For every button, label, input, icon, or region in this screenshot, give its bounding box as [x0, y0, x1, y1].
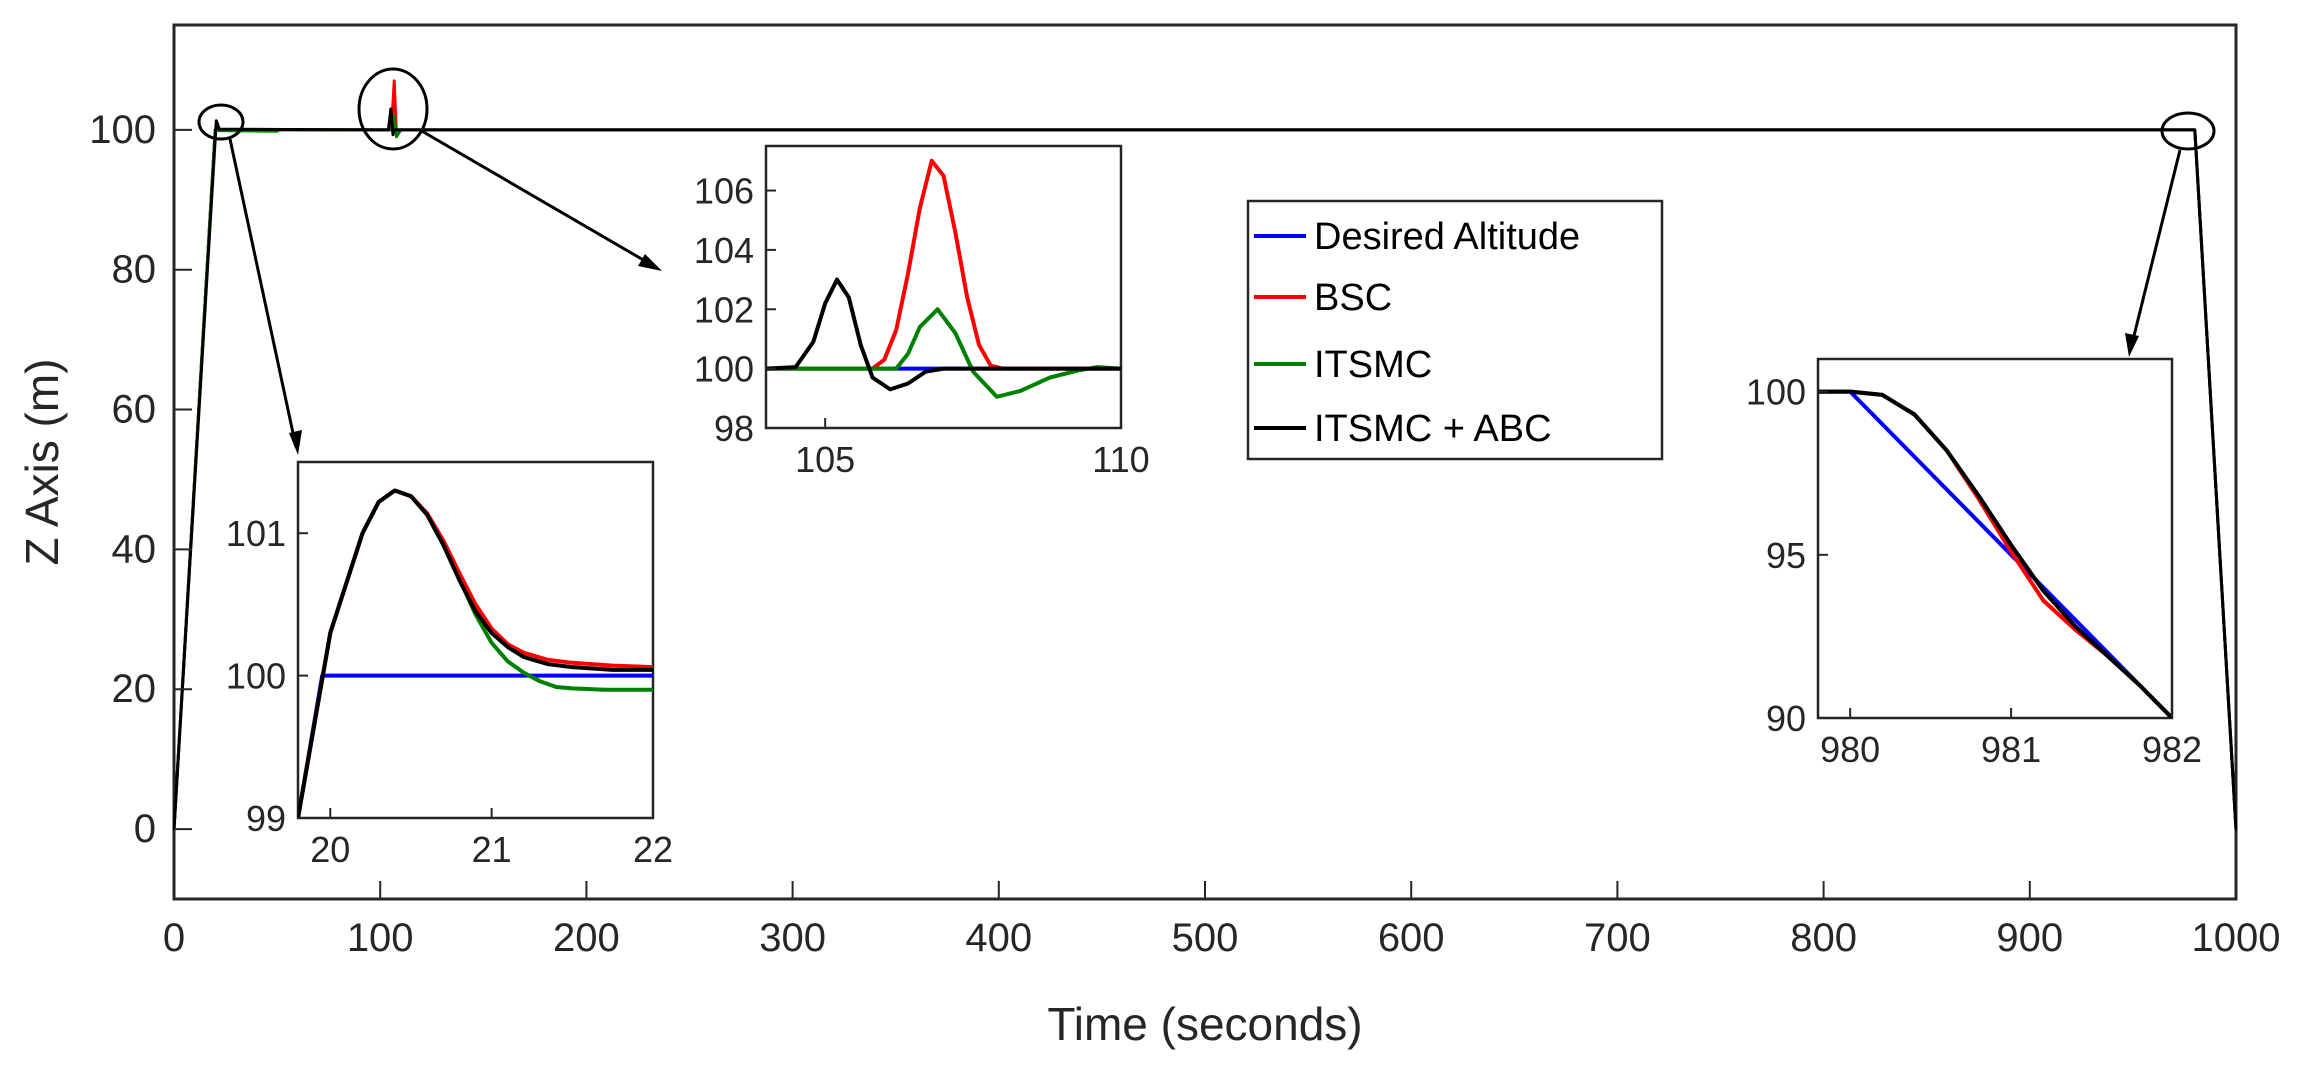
main-xtick-label: 500 [1172, 916, 1239, 960]
legend-label-itsmc-abc: ITSMC + ABC [1314, 408, 1552, 450]
inset-zoom-980-982-ytick-label: 100 [1746, 372, 1806, 413]
main-ytick-label: 100 [89, 108, 156, 152]
inset-zoom-980-982-xtick-label: 982 [2142, 729, 2202, 770]
inset-zoom-104-110-series-itsmc-abc [766, 277, 1121, 392]
main-xtick-label: 600 [1378, 916, 1445, 960]
inset-zoom-20-22-ytick-label: 101 [226, 513, 286, 554]
inset-zoom-104-110-ytick-label: 98 [714, 408, 754, 449]
inset-left-frame [296, 460, 655, 820]
inset-zoom-980-982-ytick-label: 95 [1766, 535, 1806, 576]
inset-zoom-20-22-ytick-label: 100 [226, 656, 286, 697]
inset-right: 980 981 982 90 95 100 [1746, 357, 2202, 770]
inset-middle: 105 110 98 100 102 104 106 [694, 144, 1150, 480]
inset-zoom-104-110-series [766, 158, 1121, 399]
inset-zoom-104-110-ytick-label: 102 [694, 289, 754, 330]
legend: Desired Altitude BSC ITSMC ITSMC + ABC [1246, 199, 1664, 461]
zoom-arrow-right [2129, 149, 2182, 349]
legend-entry-bsc: BSC [1254, 277, 1392, 319]
inset-right-content: 980 981 982 90 95 100 [1746, 372, 2202, 770]
inset-zoom-104-110-xtick-label: 105 [795, 439, 855, 480]
inset-zoom-104-110-ytick-label: 104 [694, 230, 754, 271]
zoom-ellipse-left [197, 103, 245, 141]
inset-zoom-980-982-xtick-label: 981 [1981, 729, 2041, 770]
zoom-arrowhead-right [2125, 333, 2139, 357]
zoom-arrow-middle [419, 128, 653, 267]
main-ticks-group: 0 100 200 300 400 500 600 700 800 900 1000 0 20 40 60 8… [89, 108, 2280, 960]
inset-left-content: 20 21 22 99 100 101 [226, 488, 673, 870]
inset-zoom-980-982-ytick-label: 90 [1766, 698, 1806, 739]
legend-entry-itsmc: ITSMC [1254, 344, 1432, 386]
main-xtick-label: 300 [759, 916, 826, 960]
inset-zoom-104-110-ytick-label: 106 [694, 171, 754, 212]
legend-box [1246, 199, 1664, 461]
inset-zoom-20-22-ytick-label: 99 [246, 798, 286, 839]
legend-label-desired: Desired Altitude [1314, 216, 1580, 258]
y-axis-label: Z Axis (m) [16, 359, 68, 566]
inset-middle-content: 105 110 98 100 102 104 106 [694, 158, 1150, 480]
zoom-arrowhead-left [289, 430, 302, 455]
zoom-ellipse-middle [357, 67, 429, 151]
legend-entry-desired: Desired Altitude [1254, 216, 1580, 258]
inset-zoom-104-110-ytick-label: 100 [694, 349, 754, 390]
x-axis-label: Time (seconds) [1047, 998, 1362, 1050]
main-xtick-label: 1000 [2192, 916, 2281, 960]
legend-entry-itsmc-abc: ITSMC + ABC [1254, 408, 1552, 450]
inset-zoom-20-22-xtick-label: 22 [633, 829, 673, 870]
main-xtick-label: 700 [1584, 916, 1651, 960]
zoom-annotations [197, 67, 2216, 455]
main-xtick-label: 100 [347, 916, 414, 960]
main-xtick-label: 0 [163, 916, 185, 960]
main-ytick-label: 60 [112, 388, 157, 432]
main-ytick-label: 80 [112, 248, 157, 292]
legend-label-itsmc: ITSMC [1314, 344, 1432, 386]
main-xtick-label: 400 [965, 916, 1032, 960]
inset-zoom-980-982-xtick-label: 980 [1820, 729, 1880, 770]
inset-middle-frame [764, 144, 1123, 430]
main-xtick-label: 900 [1996, 916, 2063, 960]
main-xtick-label: 800 [1790, 916, 1857, 960]
zoom-ellipse-right [2160, 111, 2216, 151]
inset-zoom-20-22-xtick-label: 20 [310, 829, 350, 870]
inset-zoom-104-110-series-bsc [766, 158, 1121, 371]
main-ytick-label: 20 [112, 667, 157, 711]
main-series-group [172, 79, 2238, 831]
inset-left: 20 21 22 99 100 101 [226, 460, 673, 870]
main-xtick-label: 200 [553, 916, 620, 960]
legend-label-bsc: BSC [1314, 277, 1392, 319]
inset-zoom-20-22-series-itsmc-abc [298, 488, 653, 818]
inset-zoom-980-982-series-itsmc-abc [1818, 389, 2172, 718]
inset-zoom-20-22-series [298, 488, 653, 818]
inset-zoom-104-110-xtick-label: 110 [1092, 439, 1149, 480]
zoom-arrow-left [228, 138, 298, 448]
main-ytick-label: 0 [134, 807, 156, 851]
main-ytick-label: 40 [112, 527, 157, 571]
zoom-arrowhead-middle [638, 254, 662, 271]
inset-zoom-20-22-xtick-label: 21 [472, 829, 512, 870]
inset-zoom-980-982-series [1818, 389, 2172, 718]
main-series-itsmc-abc [172, 107, 2238, 831]
